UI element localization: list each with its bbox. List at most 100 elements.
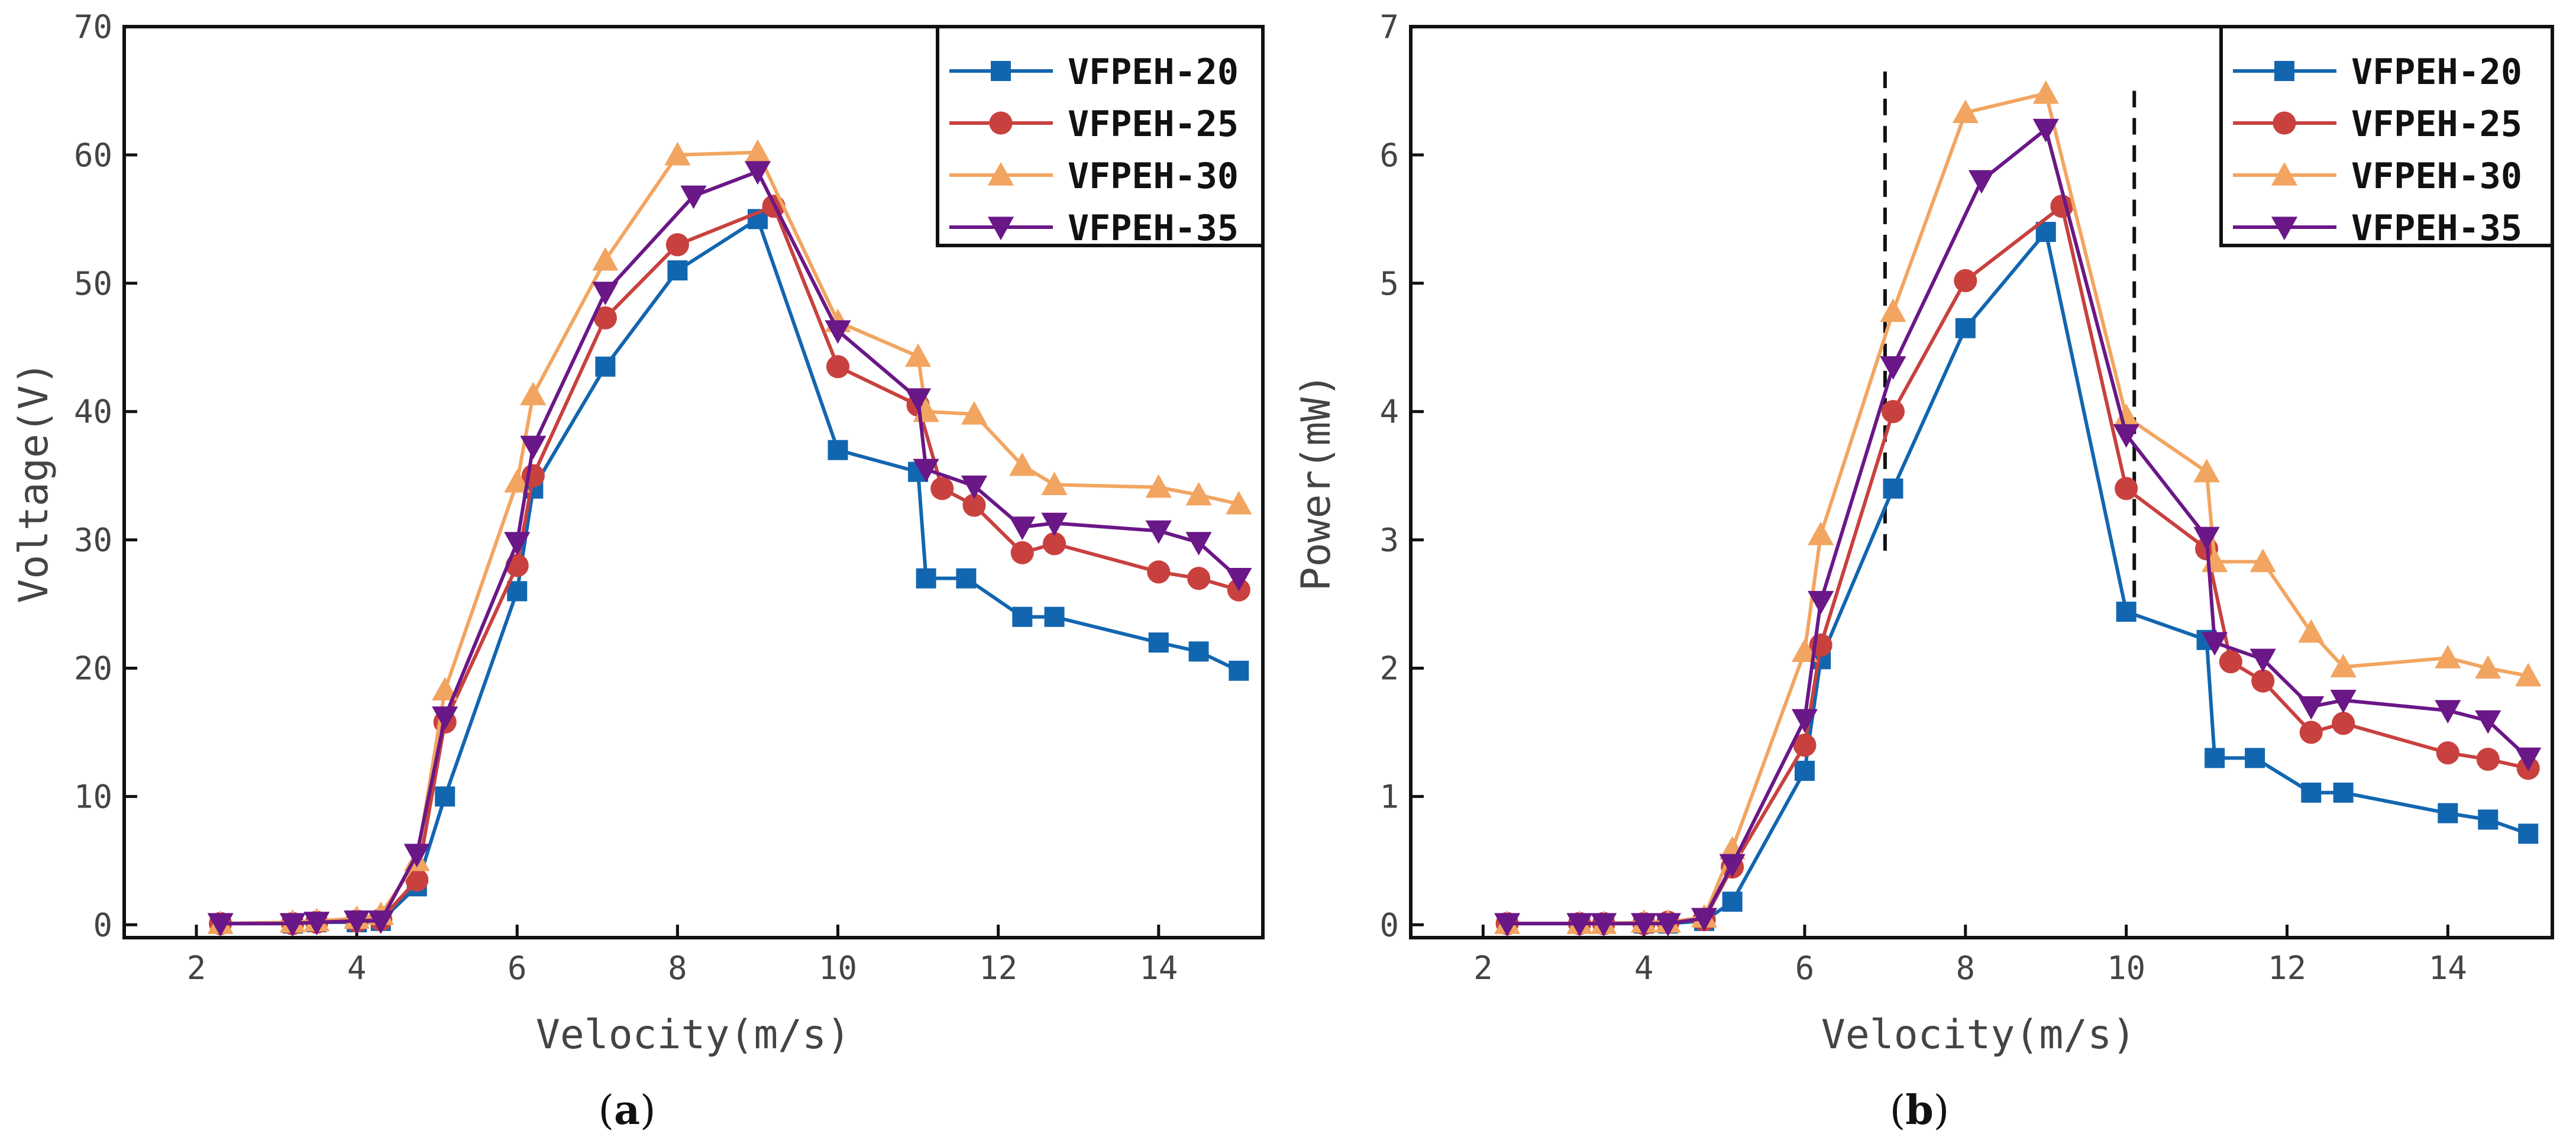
legend-item: VFPEH-35 — [949, 208, 1239, 249]
x-tick-label: 12 — [979, 949, 1017, 987]
data-point — [2515, 747, 2542, 771]
data-point — [1229, 660, 1249, 681]
legend-label: VFPEH-20 — [2351, 51, 2522, 93]
panel-label-a-open: ( — [598, 1087, 614, 1134]
data-point — [1145, 520, 1172, 544]
y-tick-label: 40 — [74, 393, 112, 431]
data-point — [664, 141, 691, 166]
data-point — [2115, 477, 2138, 500]
data-point — [1880, 356, 1906, 380]
data-point — [667, 260, 688, 281]
data-point — [2475, 655, 2501, 679]
x-tick-label: 12 — [2268, 949, 2306, 987]
data-point — [1009, 516, 1036, 541]
data-point — [961, 400, 988, 425]
panel-label-b-close: ) — [1934, 1087, 1950, 1134]
data-point — [1954, 269, 1977, 293]
plot-frame-a — [122, 25, 1265, 939]
y-tick-label: 10 — [74, 778, 112, 815]
series-line — [220, 217, 1240, 926]
data-point — [2435, 645, 2461, 668]
data-point — [2301, 782, 2322, 803]
data-point — [520, 382, 547, 406]
data-point — [1226, 490, 1252, 515]
data-point — [504, 469, 531, 493]
x-tick-label: 2 — [187, 949, 206, 987]
data-point — [1185, 482, 1212, 506]
data-point — [1793, 734, 1817, 757]
data-point — [279, 913, 306, 937]
data-point — [593, 306, 617, 330]
y-tick-label: 6 — [1379, 137, 1399, 174]
data-point — [303, 912, 330, 936]
data-point — [592, 282, 619, 306]
data-point — [2245, 748, 2265, 768]
data-point — [2113, 424, 2139, 448]
y-tick-label: 60 — [74, 137, 112, 174]
y-axis-label-a: Voltage(V) — [11, 361, 57, 603]
y-tick-label: 3 — [1379, 522, 1399, 559]
data-point — [904, 343, 932, 367]
data-point — [916, 568, 936, 589]
legend-a: VFPEH-20 VFPEH-25 VFPEH-30 VFPEH-35 — [936, 25, 1265, 249]
x-tick-label: 2 — [1473, 949, 1493, 987]
data-point — [2032, 80, 2059, 104]
data-point — [2193, 458, 2220, 483]
x-tick-label: 8 — [1956, 949, 1976, 987]
series-group-b — [1494, 80, 2542, 937]
panel-label-a-letter: a — [614, 1087, 640, 1134]
data-point — [930, 477, 954, 500]
series-line — [1507, 230, 2529, 926]
data-point — [744, 161, 771, 185]
data-point — [826, 355, 850, 379]
legend-marker — [991, 61, 1011, 81]
data-point — [962, 493, 986, 517]
data-point — [1691, 907, 1718, 932]
data-point — [1968, 170, 1995, 194]
data-point — [1808, 521, 1834, 545]
y-tick-label: 50 — [74, 265, 112, 302]
data-point — [2249, 648, 2276, 673]
legend-marker — [987, 217, 1014, 241]
legend-item: VFPEH-35 — [2233, 208, 2522, 249]
data-point — [1041, 471, 1068, 496]
series-vfpeh-35 — [1494, 118, 2542, 937]
y-tick-label: 30 — [74, 522, 112, 559]
panel-label-a: (a) — [598, 1087, 655, 1134]
data-point — [367, 910, 394, 934]
data-point — [1044, 606, 1065, 627]
legend-item: VFPEH-25 — [949, 104, 1239, 145]
data-point — [2438, 803, 2458, 823]
legend-item: VFPEH-25 — [2233, 104, 2522, 145]
legend-marker — [2274, 61, 2294, 81]
series-vfpeh-20 — [210, 209, 1249, 934]
y-tick-label: 7 — [1379, 8, 1399, 46]
legend-b: VFPEH-20 VFPEH-25 VFPEH-30 VFPEH-35 — [2219, 25, 2554, 249]
data-point — [2032, 118, 2059, 143]
series-line — [220, 204, 1240, 926]
legend-label: VFPEH-25 — [1068, 104, 1239, 145]
data-point — [1188, 641, 1209, 662]
data-point — [2518, 823, 2539, 844]
series-line — [220, 150, 1239, 926]
data-point — [2193, 526, 2220, 551]
data-point — [520, 435, 547, 460]
y-tick-label: 1 — [1379, 778, 1399, 815]
x-tick-label: 4 — [347, 949, 367, 987]
data-point — [592, 247, 619, 271]
data-point — [2515, 663, 2542, 687]
data-point — [1791, 709, 1818, 733]
data-point — [1147, 560, 1171, 584]
legend-label: VFPEH-35 — [2351, 208, 2522, 249]
panel-label-a-close: ) — [640, 1087, 656, 1134]
data-point — [2116, 602, 2137, 622]
data-point — [432, 677, 458, 701]
y-axis-label-b: Power(mW) — [1293, 373, 1340, 591]
x-tick-label: 8 — [668, 949, 687, 987]
legend-label: VFPEH-30 — [2351, 156, 2522, 197]
data-point — [1881, 400, 1905, 424]
y-tick-label: 2 — [1379, 650, 1399, 687]
data-point — [1226, 567, 1252, 592]
